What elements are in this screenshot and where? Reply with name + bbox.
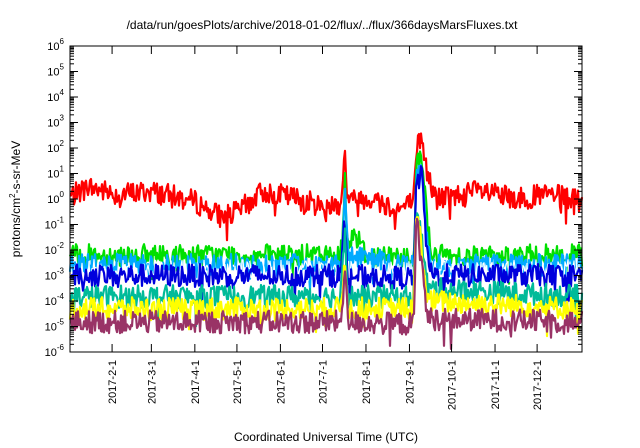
x-tick-label: 2017-7-1: [317, 360, 329, 404]
series-line: [69, 184, 583, 302]
y-axis-label: protons/cm2-s-sr-MeV: [8, 141, 23, 257]
y-tick-label: 101: [47, 165, 64, 181]
y-axis-label-sup: 2: [8, 193, 17, 198]
x-tick-label: 2017-9-1: [404, 360, 416, 404]
x-tick-label: 2017-8-1: [361, 360, 373, 404]
y-axis: 10-6 10-5 10-4 10-3 10-2 10-1 100 101 102 103 104 1…: [45, 37, 582, 359]
series-line: [69, 165, 584, 309]
x-tick-label: 2017-4-1: [190, 360, 202, 404]
y-tick-label: 10-3: [45, 267, 65, 283]
y-axis-label-suffix: -s-sr-MeV: [9, 141, 23, 194]
y-tick-label: 10-5: [45, 318, 65, 334]
y-tick-label: 102: [47, 139, 64, 155]
x-tick-label: 2017-5-1: [232, 360, 244, 404]
chart-title: /data/run/goesPlots/archive/2018-01-02/f…: [127, 18, 519, 32]
y-tick-label: 10-1: [45, 216, 65, 232]
y-tick-label: 10-6: [45, 343, 65, 359]
series-line: [69, 217, 584, 350]
y-tick-label: 10-4: [45, 292, 65, 308]
y-tick-label: 105: [47, 63, 64, 79]
y-tick-label: 100: [47, 190, 64, 206]
y-axis-label-prefix: protons/cm: [9, 198, 23, 257]
y-tick-label: 10-2: [45, 241, 65, 257]
x-axis: 2017-2-1 2017-3-1 2017-4-1 2017-5-1 2017-6-1…: [107, 46, 544, 410]
series-line: [68, 212, 584, 328]
x-tick-label: 2017-12-1: [532, 360, 544, 410]
y-tick-label: 104: [47, 88, 64, 104]
x-tick-label: 2017-10-1: [447, 360, 459, 410]
y-tick-label: 103: [47, 114, 64, 130]
x-tick-label: 2017-3-1: [146, 360, 158, 404]
series-layer: [68, 132, 584, 350]
x-tick-label: 2017-11-1: [490, 360, 502, 409]
x-tick-label: 2017-6-1: [275, 360, 287, 404]
series-line: [69, 132, 584, 242]
x-axis-label: Coordinated Universal Time (UTC): [234, 430, 418, 444]
x-tick-label: 2017-2-1: [107, 360, 119, 404]
y-tick-label: 106: [47, 37, 64, 53]
